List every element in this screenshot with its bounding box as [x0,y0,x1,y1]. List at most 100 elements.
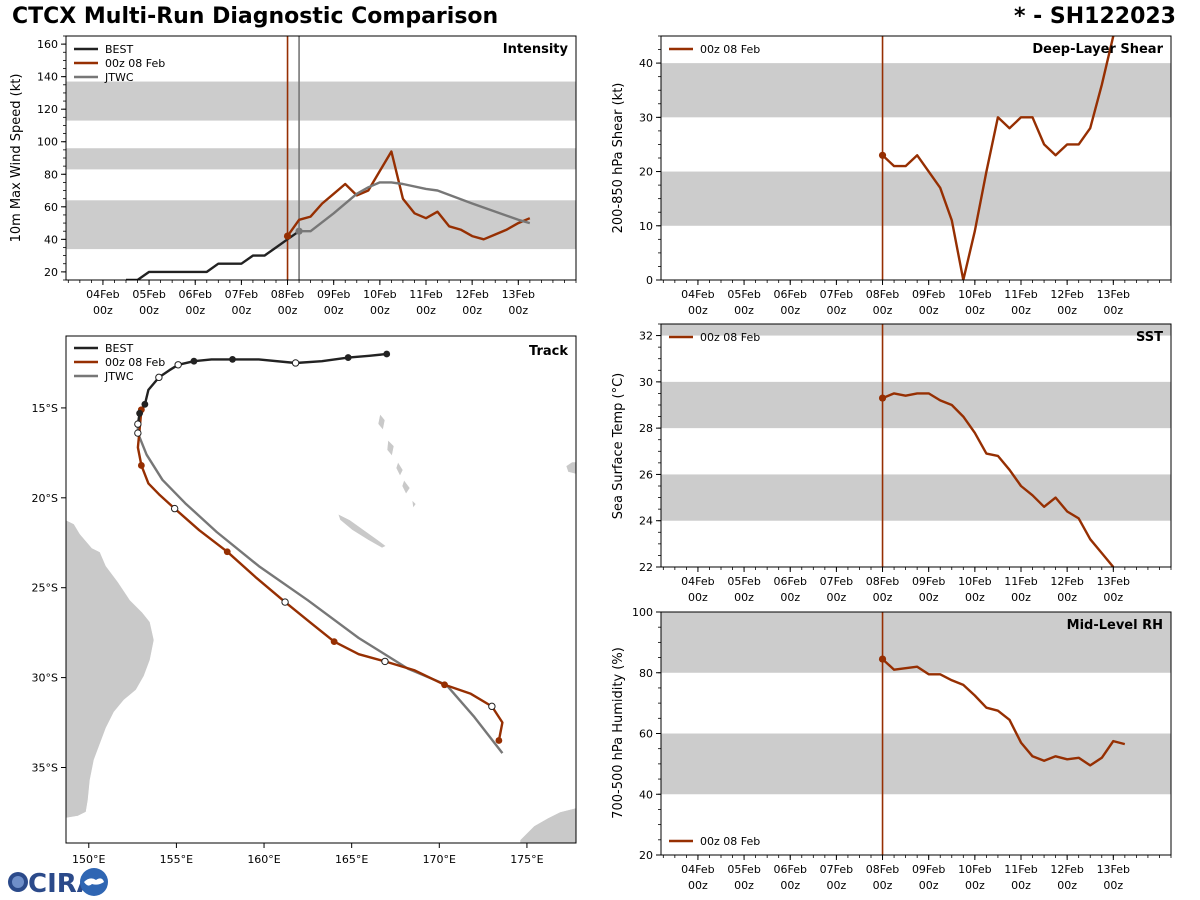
track-point-open-run [381,657,389,666]
x-tick-label-hour: 00z [873,591,893,604]
x-tick-label-hour: 00z [734,879,754,892]
legend-run-label: 00z 08 Feb [105,57,165,70]
intensity-panel-title: Intensity [503,42,569,57]
x-tick-label-hour: 00z [278,304,298,317]
x-tick-label-hour: 00z [1103,591,1123,604]
x-tick-label-hour: 00z [1011,879,1031,892]
track-point-open-best [134,420,142,428]
track-point-open-jtwc [134,429,142,437]
x-tick-label-hour: 00z [826,879,846,892]
series-line-run [882,392,1115,567]
x-tick-label-hour: 00z [1057,304,1077,317]
track-point-run [495,737,503,744]
lon-tick-label: 170°E [423,853,456,866]
legend-run-label: 00z 08 Feb [105,356,165,369]
sst-plot-frame [660,323,1172,568]
y-tick-label: 20 [639,849,653,862]
x-tick-label-date: 11Feb [1004,575,1037,588]
x-tick-label-hour: 00z [688,304,708,317]
series-start-marker-run [878,394,887,402]
x-tick-label-hour: 00z [780,304,800,317]
x-tick-label-date: 12Feb [1050,863,1083,876]
shaded-band [66,148,576,170]
x-tick-label-date: 11Feb [1004,863,1037,876]
track-point-run [330,638,338,646]
x-tick-label-date: 04Feb [681,288,714,301]
x-tick-label-hour: 00z [462,304,482,317]
x-tick-label-hour: 00z [139,304,159,317]
track-line-run [136,409,504,741]
track-point-open-run [281,598,289,606]
y-tick-label: 24 [639,515,653,528]
series-start-marker-run [878,655,887,663]
y-tick-label: 40 [639,788,653,801]
y-tick-label: 30 [639,111,653,124]
legend-run-label: 00z 08 Feb [700,331,760,344]
lat-tick-label: 30°S [32,672,58,685]
x-tick-label-hour: 00z [919,879,939,892]
shear-panel-title: Deep-Layer Shear [1032,42,1163,57]
x-tick-label-hour: 00z [919,304,939,317]
lon-tick-label: 175°E [510,853,543,866]
x-tick-label-hour: 00z [873,879,893,892]
x-tick-label-hour: 00z [370,304,390,317]
series-line-best [126,230,300,280]
x-tick-label-date: 07Feb [225,288,258,301]
y-tick-label: 80 [44,168,58,181]
track-point-open-run [488,702,496,711]
x-tick-label-hour: 00z [780,879,800,892]
series-start-marker-run [283,232,292,240]
shear-panel: 0 10 20 30 40 04Feb 00z 05Feb 00z 06Feb 00z 07Feb 0… [611,35,1172,317]
x-tick-label-date: 10Feb [958,863,991,876]
x-tick-label-hour: 00z [688,591,708,604]
x-tick-label-date: 08Feb [866,863,899,876]
legend-jtwc-label: JTWC [104,71,134,84]
x-tick-label-date: 12Feb [455,288,488,301]
x-tick-label-hour: 00z [965,879,985,892]
x-tick-label-hour: 00z [1103,304,1123,317]
x-tick-label-date: 04Feb [681,575,714,588]
lon-tick-label: 155°E [160,853,193,866]
lat-tick-label: 20°S [32,492,58,505]
track-point-best [136,409,144,417]
x-tick-label-hour: 00z [1011,591,1031,604]
y-tick-label: 40 [639,57,653,70]
rh-panel-title: Mid-Level RH [1067,618,1163,633]
track-point-best [229,355,236,363]
x-tick-label-hour: 00z [873,304,893,317]
series-start-marker-jtwc [295,227,303,235]
x-tick-label-date: 10Feb [958,575,991,588]
shaded-band [661,324,1171,336]
fiji-island [565,461,576,475]
x-tick-label-hour: 00z [826,591,846,604]
series-line-run [881,658,1126,767]
lon-tick-label: 150°E [72,853,105,866]
shaded-band [661,171,1171,226]
x-tick-label-date: 05Feb [727,288,760,301]
x-tick-label-hour: 00z [734,591,754,604]
x-tick-label-date: 08Feb [866,288,899,301]
vanuatu-island-4 [401,479,411,495]
track-plot-frame [65,335,577,844]
lat-tick-label: 35°S [32,761,58,774]
y-tick-label: 160 [37,38,58,51]
x-tick-label-date: 05Feb [727,863,760,876]
track-point-open-best [174,361,182,369]
x-tick-label-date: 07Feb [820,575,853,588]
y-tick-label: 40 [44,233,58,246]
y-tick-label: 28 [639,422,653,435]
land-masses [66,413,576,843]
shaded-band [661,474,1171,521]
x-tick-label-hour: 00z [1057,591,1077,604]
x-tick-label-hour: 00z [416,304,436,317]
x-tick-label-date: 13Feb [502,288,535,301]
x-tick-label-date: 05Feb [132,288,165,301]
x-tick-label-date: 09Feb [317,288,350,301]
new-caledonia-island [337,513,387,549]
x-tick-label-hour: 00z [965,304,985,317]
track-point-run [137,462,145,469]
x-tick-label-hour: 00z [965,591,985,604]
storm-id: * - SH122023 [1013,4,1176,29]
x-tick-label-date: 04Feb [86,288,119,301]
